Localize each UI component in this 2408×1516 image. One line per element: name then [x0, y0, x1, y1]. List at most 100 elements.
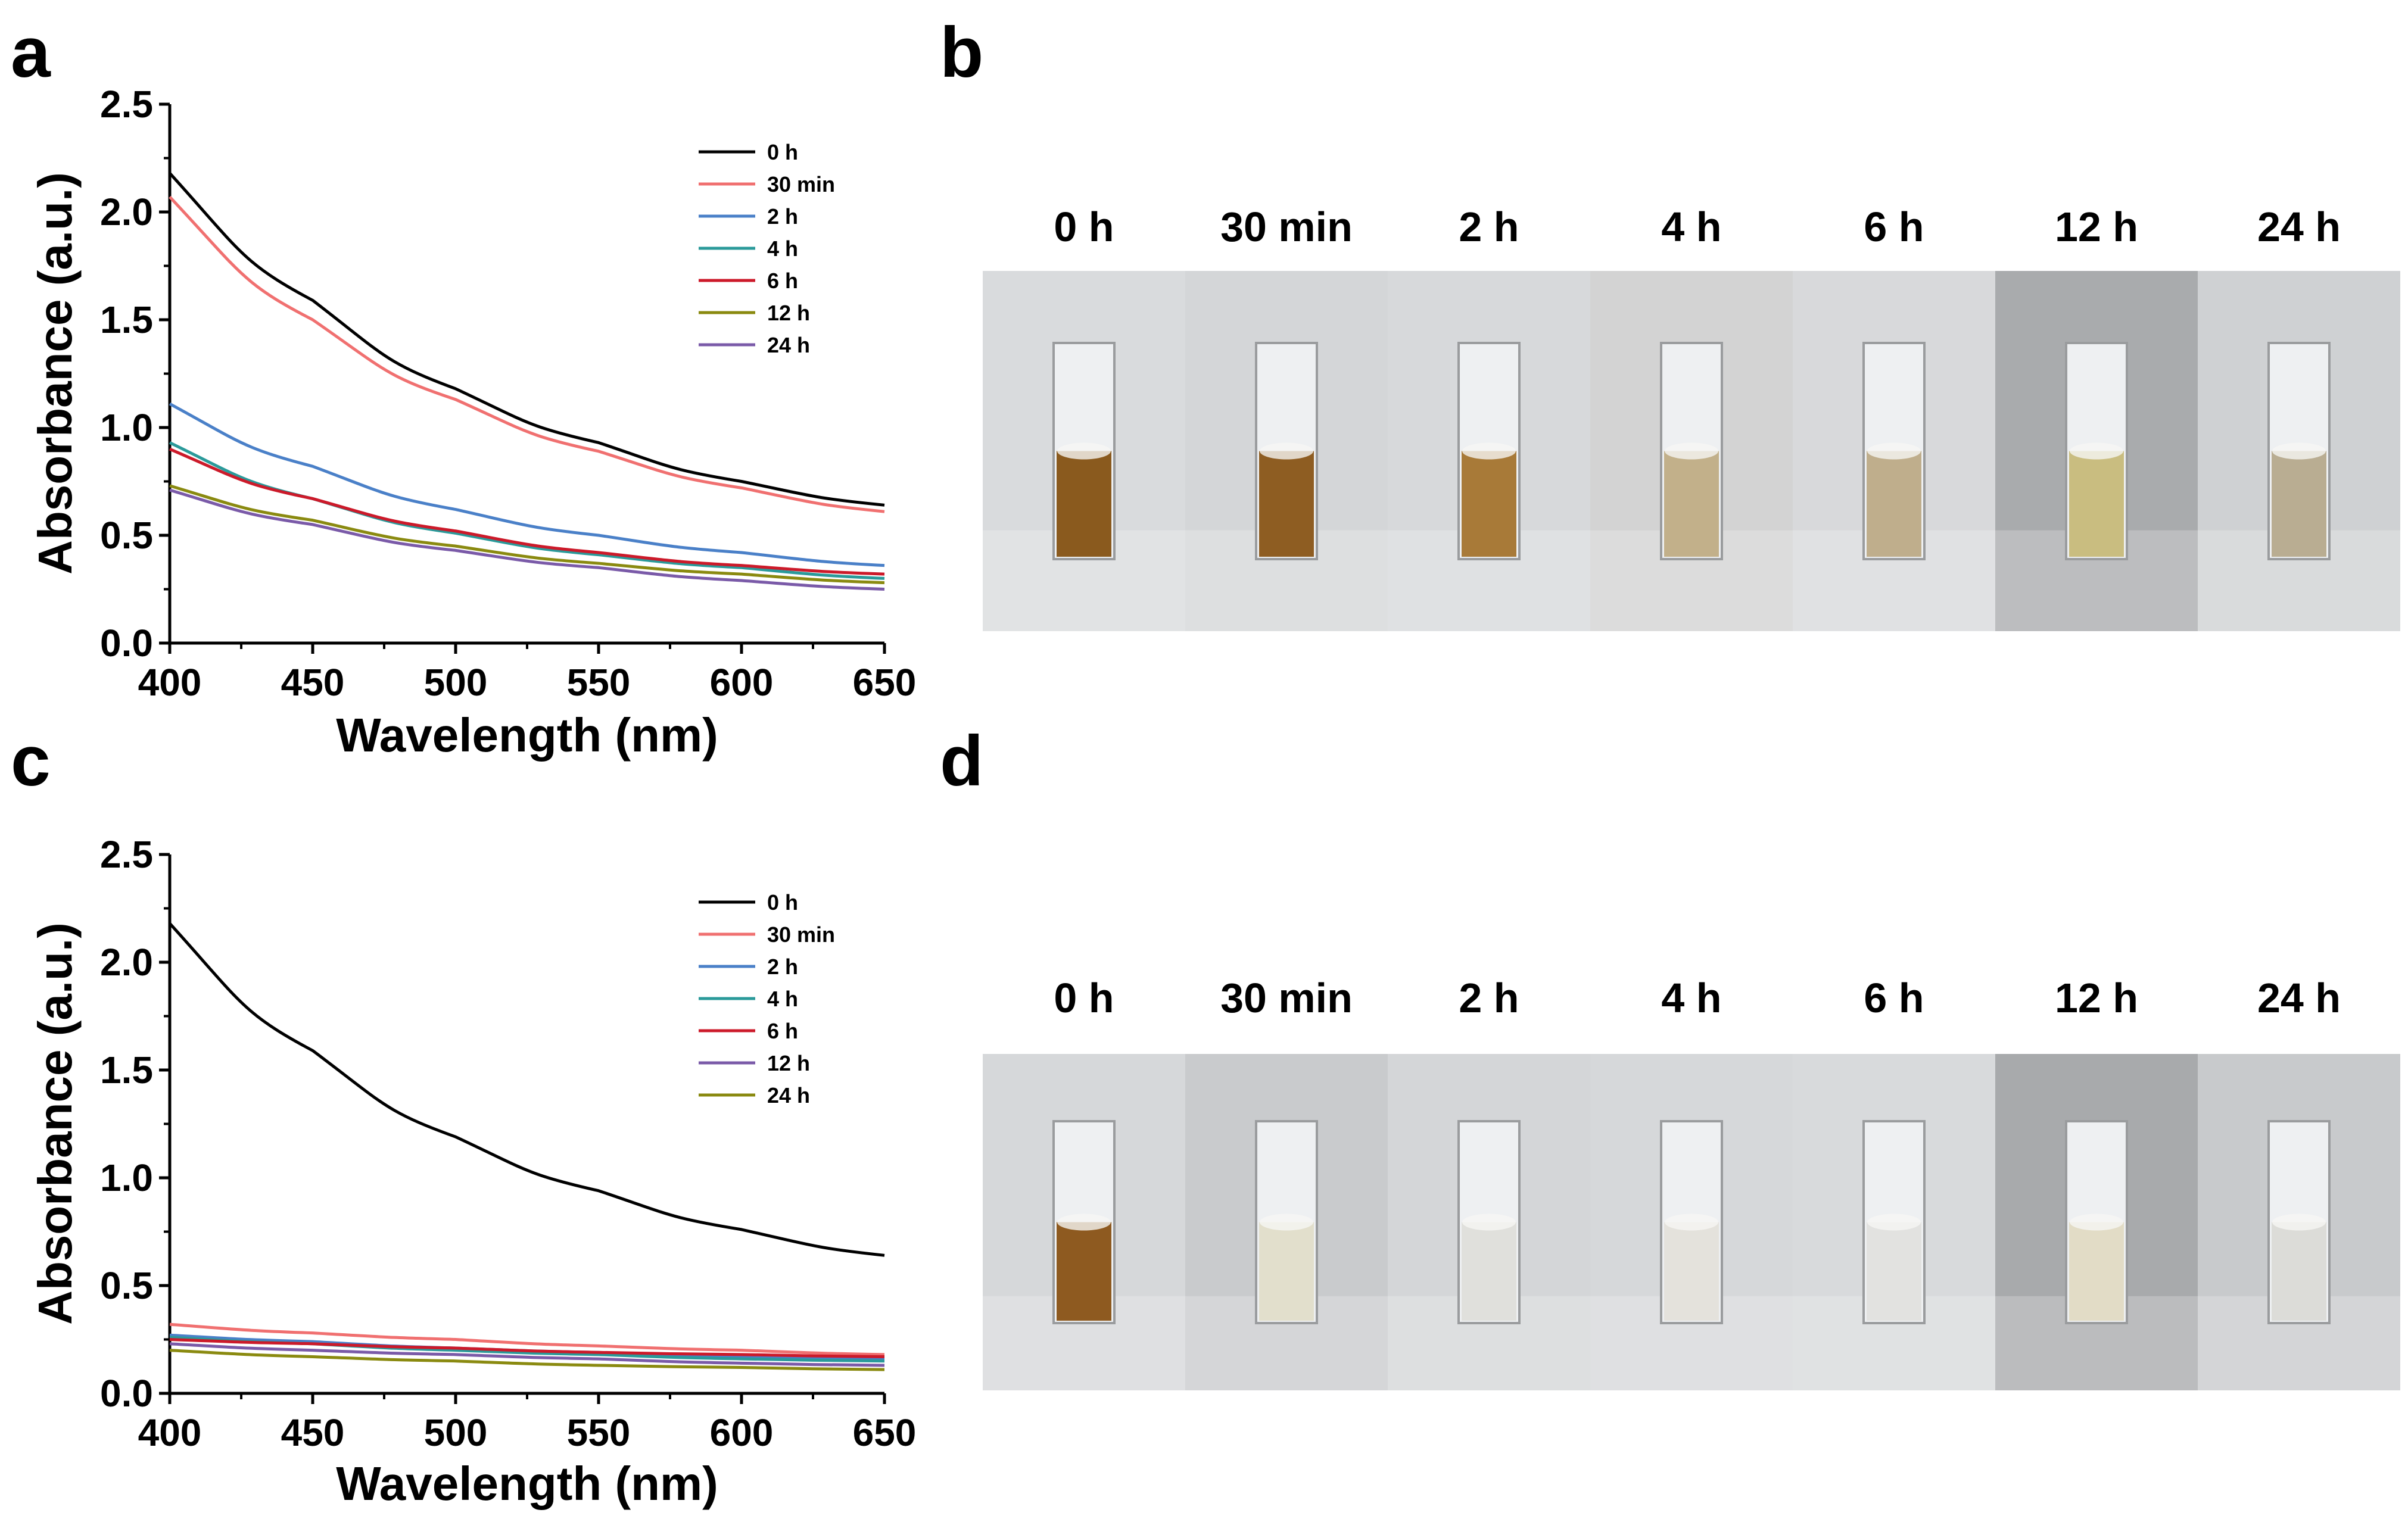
cuvette-liquid — [1664, 451, 1719, 557]
series-line-30-min — [169, 1322, 885, 1356]
legend-label: 12 h — [767, 301, 810, 325]
cuvette-label: 12 h — [2055, 204, 2138, 250]
x-tick-label: 650 — [853, 661, 917, 704]
y-tick-label: 1.0 — [100, 1156, 153, 1199]
legend-label: 0 h — [767, 140, 798, 164]
x-axis-title: Wavelength (nm) — [336, 1457, 718, 1510]
cuvette-label: 2 h — [1459, 204, 1519, 250]
legend-label: 24 h — [767, 1083, 810, 1108]
meniscus — [1260, 442, 1313, 460]
y-tick-label: 1.5 — [100, 298, 153, 341]
series-line-24-h — [169, 488, 885, 591]
cuvette-label: 30 min — [1220, 975, 1353, 1021]
y-tick-label: 0.0 — [100, 622, 153, 665]
photo-panel-d: 0 h 30 min 2 h 4 h 6 h 12 h 24 h — [983, 975, 2400, 1390]
cuvette-liquid — [2069, 1222, 2124, 1321]
meniscus — [1867, 1214, 1921, 1231]
cuvette-liquid — [1057, 451, 1111, 557]
cuvette-liquid — [1867, 451, 1921, 557]
series-line-12-h — [169, 1342, 885, 1367]
legend-label: 2 h — [767, 954, 798, 979]
y-tick-label: 1.0 — [100, 406, 153, 449]
legend: 0 h 30 min 2 h 4 h 6 h 12 h 24 h — [699, 890, 835, 1108]
y-tick-label: 1.5 — [100, 1049, 153, 1091]
series-line-2-h — [169, 402, 885, 567]
x-tick-label: 450 — [281, 1411, 345, 1454]
x-tick-label: 550 — [567, 661, 631, 704]
y-axis-title: Absorbance (a.u.) — [29, 172, 82, 575]
legend-label: 6 h — [767, 1019, 798, 1043]
x-tick-label: 500 — [424, 661, 488, 704]
meniscus — [1867, 442, 1921, 460]
legend-label: 4 h — [767, 987, 798, 1011]
cuvette-label: 12 h — [2055, 975, 2138, 1021]
series-line-24-h — [169, 1349, 885, 1371]
y-tick-label: 0.0 — [100, 1372, 153, 1415]
legend-label: 24 h — [767, 333, 810, 357]
panel-label-a: a — [11, 13, 51, 92]
cuvette-liquid — [1462, 451, 1516, 557]
series-line-6-h — [169, 447, 885, 576]
series-line-0-h — [169, 922, 885, 1257]
x-tick-label: 500 — [424, 1411, 488, 1454]
meniscus — [2070, 1214, 2123, 1231]
legend-label: 12 h — [767, 1051, 810, 1075]
legend-label: 4 h — [767, 236, 798, 261]
meniscus — [1260, 1214, 1313, 1231]
x-tick-label: 550 — [567, 1411, 631, 1454]
x-tick-label: 400 — [138, 1411, 202, 1454]
cuvette-label: 4 h — [1661, 975, 1721, 1021]
x-ticks: 400 450 500 550 600 650 — [138, 1393, 917, 1454]
cuvette-label: 24 h — [2257, 204, 2341, 250]
chart-a: 400 450 500 550 600 650 0.0 0.5 1.0 1.5 2.0 2.5 0 … — [29, 83, 917, 762]
chart-c: 400 450 500 550 600 650 0.0 0.5 1.0 1.5 2.0 2.5 0 … — [29, 833, 917, 1510]
legend-label: 6 h — [767, 269, 798, 293]
series-line-0-h — [169, 172, 885, 507]
cuvette-liquid — [1664, 1222, 1719, 1321]
legend-label: 30 min — [767, 922, 835, 947]
cuvette-liquid — [1057, 1222, 1111, 1321]
y-tick-label: 0.5 — [100, 1264, 153, 1307]
x-tick-label: 450 — [281, 661, 345, 704]
y-tick-label: 2.0 — [100, 191, 153, 233]
y-tick-label: 2.0 — [100, 941, 153, 984]
cuvette-liquid — [1259, 1222, 1314, 1321]
cuvette-label: 0 h — [1054, 975, 1114, 1021]
meniscus — [1665, 442, 1718, 460]
x-axis-title: Wavelength (nm) — [336, 709, 718, 762]
y-tick-label: 2.5 — [100, 833, 153, 876]
series-line-12-h — [169, 484, 885, 585]
panel-label-b: b — [940, 13, 984, 92]
cuvette-label: 0 h — [1054, 204, 1114, 250]
cuvette-liquid — [1867, 1222, 1921, 1321]
cuvette-label: 24 h — [2257, 975, 2341, 1021]
cuvette-label: 2 h — [1459, 975, 1519, 1021]
panel-label-d: d — [940, 721, 984, 801]
legend-label: 0 h — [767, 890, 798, 915]
cuvette-liquid — [2272, 1222, 2326, 1321]
y-axis-title: Absorbance (a.u.) — [29, 922, 82, 1325]
cuvette-label: 30 min — [1220, 204, 1353, 250]
panel-label-c: c — [11, 721, 51, 801]
y-tick-label: 0.5 — [100, 514, 153, 557]
cuvette-liquid — [2069, 451, 2124, 557]
y-ticks: 0.0 0.5 1.0 1.5 2.0 2.5 — [100, 83, 170, 665]
x-tick-label: 650 — [853, 1411, 917, 1454]
meniscus — [1665, 1214, 1718, 1231]
legend-label: 2 h — [767, 204, 798, 229]
cuvette-label: 6 h — [1864, 975, 1924, 1021]
cuvette-liquid — [1462, 1222, 1516, 1321]
cuvette-label: 4 h — [1661, 204, 1721, 250]
meniscus — [1462, 442, 1516, 460]
meniscus — [2272, 1214, 2326, 1231]
meniscus — [1057, 442, 1111, 460]
meniscus — [1057, 1214, 1111, 1231]
x-ticks: 400 450 500 550 600 650 — [138, 643, 917, 704]
cuvette-liquid — [1259, 451, 1314, 557]
meniscus — [1462, 1214, 1516, 1231]
y-ticks: 0.0 0.5 1.0 1.5 2.0 2.5 — [100, 833, 170, 1415]
x-tick-label: 600 — [710, 661, 774, 704]
meniscus — [2272, 442, 2326, 460]
series-line-30-min — [169, 195, 885, 513]
meniscus — [2070, 442, 2123, 460]
